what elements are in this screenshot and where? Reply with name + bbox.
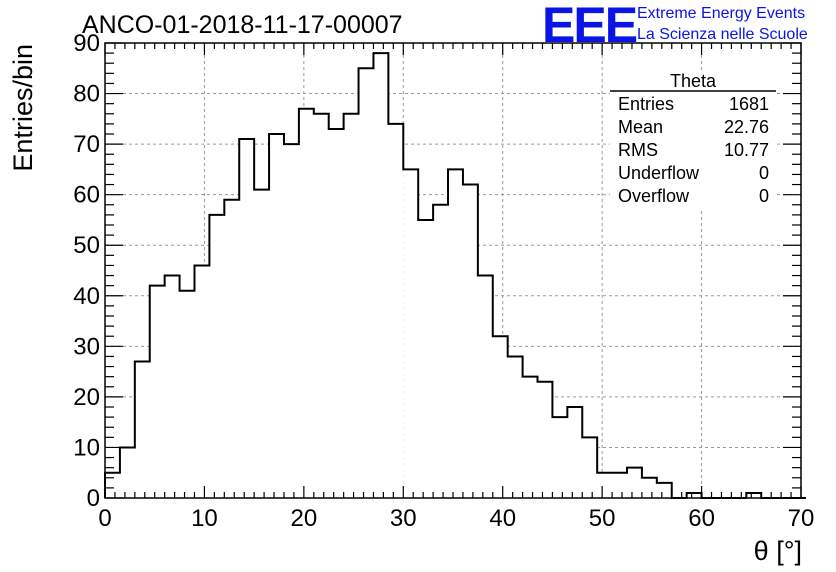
x-tick-label: 60	[688, 505, 715, 532]
stats-row-value: 10.77	[724, 140, 769, 160]
histogram-bin	[403, 169, 419, 498]
y-tick-label: 30	[73, 333, 100, 360]
histogram-bin	[373, 53, 389, 498]
histogram-bin	[105, 472, 120, 498]
stats-row-value: 0	[759, 186, 769, 206]
histogram-bin	[194, 265, 210, 498]
y-tick-label: 90	[73, 30, 100, 57]
histogram-bin	[328, 128, 344, 498]
histogram-bin	[448, 169, 463, 498]
histogram-bin	[164, 275, 180, 498]
histogram-bin	[597, 472, 613, 498]
y-tick-label: 20	[73, 384, 100, 411]
histogram-series	[104, 52, 806, 499]
histogram-bin	[209, 214, 225, 498]
stats-box-background	[610, 70, 776, 210]
y-tick-label: 40	[73, 283, 100, 310]
histogram-bin	[254, 189, 270, 498]
y-tick-label: 60	[73, 182, 100, 209]
stats-box: Theta Entries 1681 Mean 22.76 RMS 10.77 Underf…	[610, 70, 776, 210]
histogram-bin	[492, 336, 508, 498]
stats-row-value: 0	[759, 163, 769, 183]
histogram-bin	[343, 113, 359, 499]
y-tick-label: 70	[73, 131, 100, 158]
stats-row-label: RMS	[618, 140, 658, 160]
y-axis-label: Entries/bin	[8, 44, 38, 172]
eee-logo-line1: Extreme Energy Events	[637, 5, 805, 22]
histogram-bin	[224, 199, 240, 498]
histogram-bin	[627, 467, 642, 498]
eee-logo: EEE Extreme Energy Events La Scienza nel…	[542, 0, 808, 53]
y-tick-label: 80	[73, 81, 100, 108]
histogram-bin	[388, 123, 404, 498]
stats-row-label: Overflow	[618, 186, 690, 206]
histogram-bin	[269, 134, 284, 498]
histogram-bin	[313, 113, 329, 499]
histogram-bin	[537, 381, 553, 498]
x-tick-labels: 0 10 20 30 40 50 60 70	[98, 505, 814, 532]
axes	[104, 42, 802, 499]
histogram-bin	[283, 144, 299, 498]
stats-row-value: 22.76	[724, 117, 769, 137]
histogram-bin	[582, 437, 598, 498]
stats-row-label: Underflow	[618, 163, 700, 183]
histogram-bin	[298, 108, 314, 498]
chart-title: ANCO-01-2018-11-17-00007	[82, 11, 403, 39]
histogram-bin	[641, 477, 657, 498]
histogram-bin	[358, 68, 374, 499]
histogram-bin	[507, 356, 523, 498]
x-tick-label: 70	[788, 505, 815, 532]
histogram-bin	[612, 472, 627, 498]
histogram-outline	[104, 52, 806, 499]
stats-box-rows: Entries 1681 Mean 22.76 RMS 10.77 Underflow 0 Ov…	[618, 94, 769, 206]
histogram-bin	[522, 376, 538, 498]
stats-box-title: Theta	[670, 71, 717, 91]
histogram-bin	[433, 204, 449, 498]
x-tick-label: 50	[589, 505, 616, 532]
x-tick-label: 20	[291, 505, 318, 532]
histogram-bin	[119, 447, 135, 498]
x-axis-label: θ [°]	[754, 536, 802, 566]
histogram-bin	[239, 139, 255, 499]
x-tick-label: 40	[489, 505, 516, 532]
stats-row-label: Mean	[618, 117, 663, 137]
histogram-bin	[134, 361, 150, 498]
y-tick-labels: 0 10 20 30 40 50 60 70 80 90	[73, 30, 100, 512]
x-tick-label: 0	[98, 505, 111, 532]
histogram-bin	[477, 275, 493, 498]
histogram-bin	[567, 407, 583, 498]
histogram-bin	[418, 219, 434, 498]
histogram-bin	[462, 184, 478, 499]
x-tick-label: 30	[390, 505, 417, 532]
y-tick-label: 10	[73, 434, 100, 461]
histogram-bin	[746, 492, 762, 498]
stats-row-value: 1681	[729, 94, 769, 114]
histogram-bin	[552, 417, 568, 498]
histogram-bin	[656, 482, 672, 498]
histogram-bin	[179, 290, 195, 498]
x-tick-label: 10	[191, 505, 218, 532]
y-tick-label: 0	[87, 485, 100, 512]
stats-row-label: Entries	[618, 94, 674, 114]
y-tick-label: 50	[73, 232, 100, 259]
histogram-bin	[149, 285, 165, 498]
eee-logo-line2: La Scienza nelle Scuole	[637, 26, 808, 43]
histogram-bin	[686, 492, 702, 498]
